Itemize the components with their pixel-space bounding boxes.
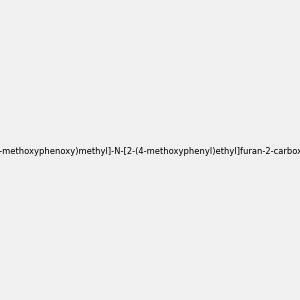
Text: 5-[(2-methoxyphenoxy)methyl]-N-[2-(4-methoxyphenyl)ethyl]furan-2-carboxamide: 5-[(2-methoxyphenoxy)methyl]-N-[2-(4-met… bbox=[0, 147, 300, 156]
